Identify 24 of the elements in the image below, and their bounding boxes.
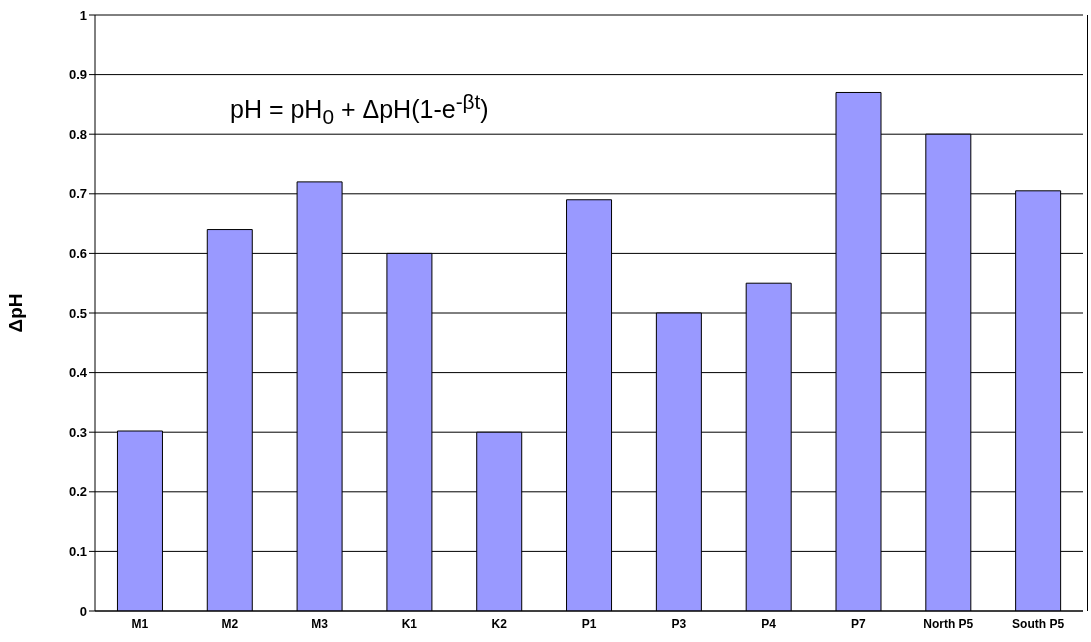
x-tick-label: K2 bbox=[491, 616, 508, 631]
y-tick-label: 0.3 bbox=[68, 424, 87, 440]
y-axis-title: ΔpH bbox=[4, 293, 26, 333]
x-tick-label: M3 bbox=[311, 616, 329, 631]
x-tick-label: South P5 bbox=[1012, 616, 1065, 631]
y-tick-label: 0.2 bbox=[68, 484, 87, 500]
x-tick-label: P3 bbox=[671, 616, 687, 631]
x-tick-label: M1 bbox=[131, 616, 149, 631]
y-tick-label: 0.5 bbox=[68, 305, 87, 321]
y-tick-label: 0.7 bbox=[68, 186, 87, 202]
x-tick-label: P7 bbox=[851, 616, 867, 631]
y-tick-label: 1 bbox=[79, 7, 87, 23]
x-tick-label: K1 bbox=[401, 616, 418, 631]
x-tick-label: P4 bbox=[761, 616, 777, 631]
annotation: pH = pH$_{0}$ + ΔpH(1-e$^{-βt}$) bbox=[230, 90, 489, 130]
y-tick-label: 0.1 bbox=[68, 544, 87, 560]
y-tick-label: 0.9 bbox=[68, 67, 87, 83]
x-tick-label: M2 bbox=[221, 616, 239, 631]
y-tick-label: 0.6 bbox=[68, 246, 87, 262]
y-tick-label: 0 bbox=[79, 603, 87, 619]
y-tick-label: 0.8 bbox=[68, 126, 87, 142]
y-tick-label: 0.4 bbox=[68, 365, 88, 381]
x-tick-label: North P5 bbox=[923, 616, 974, 631]
x-tick-label: P1 bbox=[581, 616, 597, 631]
